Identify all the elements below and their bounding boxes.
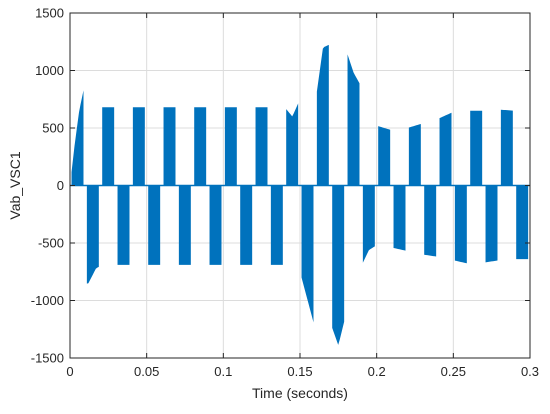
y-tick-label: 500 <box>42 121 64 136</box>
x-tick-label: 0.2 <box>368 364 386 379</box>
negative-pulse <box>516 185 529 260</box>
negative-pulse <box>178 185 191 265</box>
y-axis-label: Vab_VSC1 <box>7 151 23 219</box>
positive-pulse <box>439 112 452 186</box>
positive-pulse <box>132 107 145 186</box>
negative-pulse <box>148 185 161 265</box>
positive-pulse <box>378 126 391 186</box>
x-tick-label: 0.15 <box>287 364 312 379</box>
x-tick-label: 0 <box>66 364 73 379</box>
y-tick-label: -1500 <box>31 351 64 366</box>
negative-pulse <box>86 185 99 284</box>
plot-series <box>70 44 530 345</box>
positive-pulse <box>255 107 268 186</box>
negative-pulse <box>270 185 283 265</box>
positive-pulse <box>470 110 483 186</box>
negative-pulse <box>240 185 253 265</box>
positive-pulse <box>224 107 237 186</box>
x-axis-label: Time (seconds) <box>252 385 348 401</box>
negative-pulse <box>332 185 345 345</box>
positive-pulse <box>163 107 176 186</box>
negative-pulse <box>393 185 406 251</box>
x-tick-label: 0.05 <box>134 364 159 379</box>
positive-pulse <box>408 123 421 186</box>
negative-pulse <box>454 185 467 264</box>
positive-pulse <box>347 54 360 186</box>
positive-pulse <box>316 44 329 186</box>
x-tick-label: 0.25 <box>441 364 466 379</box>
y-tick-label: -1000 <box>31 293 64 308</box>
positive-pulse <box>102 107 115 186</box>
y-tick-label: 1000 <box>35 63 64 78</box>
y-tick-label: 1500 <box>35 6 64 21</box>
positive-pulse <box>286 103 299 186</box>
axis-ticks: 0 0.05 0.1 0.15 0.2 0.25 0.3 -1500 -1000 -500 0 500… <box>31 6 539 380</box>
negative-pulse <box>209 185 222 265</box>
negative-pulse <box>117 185 130 265</box>
negative-pulse <box>301 185 314 323</box>
y-tick-label: -500 <box>38 236 64 251</box>
y-tick-label: 0 <box>57 178 64 193</box>
negative-pulse <box>485 185 498 263</box>
negative-pulse <box>362 185 375 263</box>
x-tick-label: 0.3 <box>521 364 539 379</box>
negative-pulse <box>424 185 437 257</box>
positive-pulse <box>194 107 207 186</box>
positive-pulse <box>71 90 84 186</box>
positive-pulse <box>500 109 513 186</box>
x-tick-label: 0.1 <box>214 364 232 379</box>
